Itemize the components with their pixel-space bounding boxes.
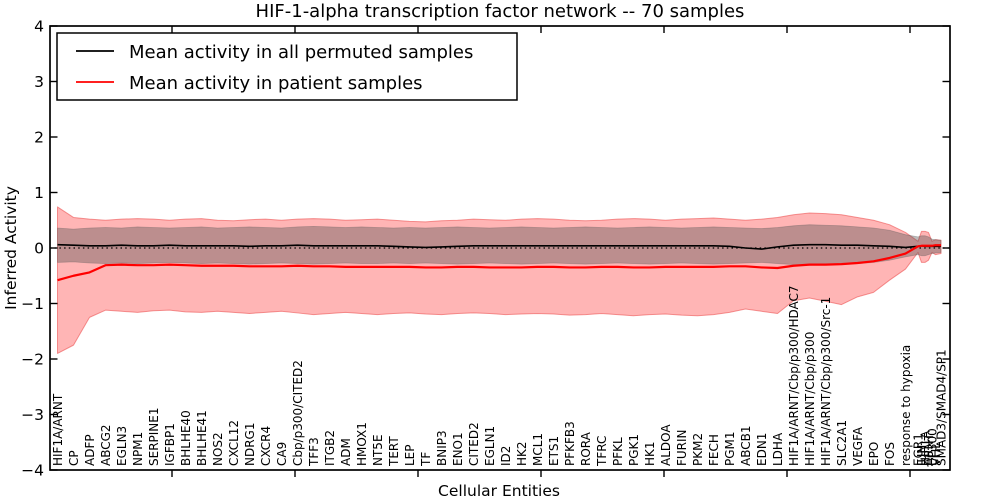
y-axis-label: Inferred Activity bbox=[2, 186, 20, 310]
x-category-label: response to hypoxia bbox=[899, 345, 913, 466]
x-category-label: ALDOA bbox=[659, 424, 673, 466]
x-category-label: CA9 bbox=[275, 442, 289, 466]
x-category-label: MCL1 bbox=[531, 433, 545, 466]
y-tick-label: −2 bbox=[21, 351, 44, 369]
x-category-label: HK2 bbox=[515, 441, 529, 466]
x-category-label: ADM bbox=[339, 438, 353, 466]
x-category-label: JUN bbox=[915, 445, 929, 467]
y-tick-label: −4 bbox=[21, 462, 44, 480]
x-category-label: PKM2 bbox=[691, 433, 705, 466]
x-category-label: VHL bbox=[929, 442, 943, 466]
x-category-label: IGFBP1 bbox=[163, 423, 177, 466]
legend: Mean activity in all permuted samples Me… bbox=[56, 32, 518, 101]
x-category-labels: HIF1A/ARNT CP ADFP ABCG2 EGLN3 NPM1 SERPINE1 IG… bbox=[51, 285, 949, 467]
patient-mean-line bbox=[57, 244, 941, 282]
x-category-label: BHLHE40 bbox=[179, 410, 193, 466]
x-category-label: ADFP bbox=[83, 434, 97, 466]
permuted-confidence-band bbox=[57, 224, 942, 266]
legend-label-permuted: Mean activity in all permuted samples bbox=[129, 42, 473, 63]
x-category-label: CITED2 bbox=[467, 422, 481, 466]
x-category-label: ENO1 bbox=[451, 432, 465, 466]
y-tick-label: −3 bbox=[21, 406, 44, 424]
x-category-label: HIF1A/ARNT/Cbp/p300/HDAC7 bbox=[787, 285, 801, 466]
x-category-label: LEP bbox=[403, 444, 417, 466]
x-category-label: ABCG2 bbox=[99, 424, 113, 466]
x-category-label: ITGB2 bbox=[323, 430, 337, 466]
x-category-label: RORA bbox=[579, 431, 593, 466]
x-category-label: BHLHE41 bbox=[195, 410, 209, 466]
x-category-label: FOS bbox=[883, 442, 897, 466]
x-category-label: BNIP3 bbox=[435, 430, 449, 466]
x-category-label: EGLN1 bbox=[483, 426, 497, 466]
confidence-bands bbox=[57, 206, 942, 354]
x-category-label: ETS1 bbox=[547, 436, 561, 466]
x-category-label: ID2 bbox=[499, 446, 513, 466]
y-tick-label: 2 bbox=[34, 129, 44, 147]
x-category-label: NDRG1 bbox=[243, 423, 257, 467]
x-category-label: TFRC bbox=[595, 436, 609, 467]
x-category-label: EPO bbox=[867, 442, 881, 466]
x-category-label: CP bbox=[67, 450, 81, 466]
x-category-label: PGK1 bbox=[627, 434, 641, 466]
x-category-label: HIF1A/ARNT/Cbp/p300 bbox=[803, 332, 817, 466]
x-category-label: NT5E bbox=[371, 434, 385, 466]
x-category-label: HK1 bbox=[643, 441, 657, 466]
x-category-label: HIF1A/ARNT bbox=[51, 393, 65, 466]
y-tick-label: 3 bbox=[34, 73, 44, 91]
x-category-label: TF bbox=[419, 452, 433, 467]
chart-title: HIF-1-alpha transcription factor network… bbox=[256, 1, 745, 22]
x-category-label: FECH bbox=[707, 434, 721, 466]
axes-frame bbox=[49, 25, 951, 477]
x-category-label: Cbp/p300/CITED2 bbox=[291, 360, 305, 466]
x-category-label: EDN1 bbox=[755, 433, 769, 466]
x-category-label: ARNT bbox=[922, 432, 936, 466]
mean-activity-lines bbox=[57, 243, 941, 282]
y-tick-label: −1 bbox=[21, 295, 44, 313]
x-category-label: PFKL bbox=[611, 437, 625, 466]
x-category-label: EP300 bbox=[926, 428, 940, 466]
x-category-label: PFKFB3 bbox=[563, 421, 577, 466]
y-tick-labels: −4 −3 −2 −1 0 1 2 3 4 bbox=[21, 18, 44, 480]
permuted-mean-line bbox=[57, 243, 941, 250]
x-axis-label: Cellular Entities bbox=[438, 482, 560, 500]
x-category-label: HIF1A bbox=[919, 430, 933, 466]
x-category-label: LDHA bbox=[771, 432, 785, 466]
x-category-label: FURIN bbox=[675, 429, 689, 466]
x-category-label: TFF3 bbox=[307, 437, 321, 467]
legend-box bbox=[56, 32, 518, 101]
x-category-label: NOS2 bbox=[211, 432, 225, 466]
x-category-label: EGR1 bbox=[912, 433, 926, 466]
x-category-label: ABCB1 bbox=[739, 426, 753, 466]
x-category-label: PGM1 bbox=[723, 431, 737, 466]
x-category-label: SMAD3/SMAD4/SP1 bbox=[935, 349, 949, 466]
x-category-label: SLC2A1 bbox=[835, 420, 849, 466]
y-tick-label: 1 bbox=[34, 184, 44, 202]
y-tick-label: 4 bbox=[34, 18, 44, 36]
x-category-label: CXCL12 bbox=[227, 420, 241, 466]
x-category-label: HMOX1 bbox=[355, 422, 369, 466]
x-category-label: EGLN3 bbox=[115, 426, 129, 466]
x-category-label: SERPINE1 bbox=[147, 407, 161, 466]
x-category-label: CXCR4 bbox=[259, 426, 273, 466]
x-category-label: VEGFA bbox=[851, 426, 865, 466]
x-category-label: NPM1 bbox=[131, 432, 145, 466]
patient-confidence-band bbox=[57, 206, 942, 354]
legend-label-patient: Mean activity in patient samples bbox=[129, 73, 423, 94]
x-category-label: TERT bbox=[387, 436, 401, 467]
x-category-label: HIF1A/ARNT/Cbp/p300/Src-1 bbox=[819, 297, 833, 466]
y-tick-label: 0 bbox=[34, 240, 44, 258]
